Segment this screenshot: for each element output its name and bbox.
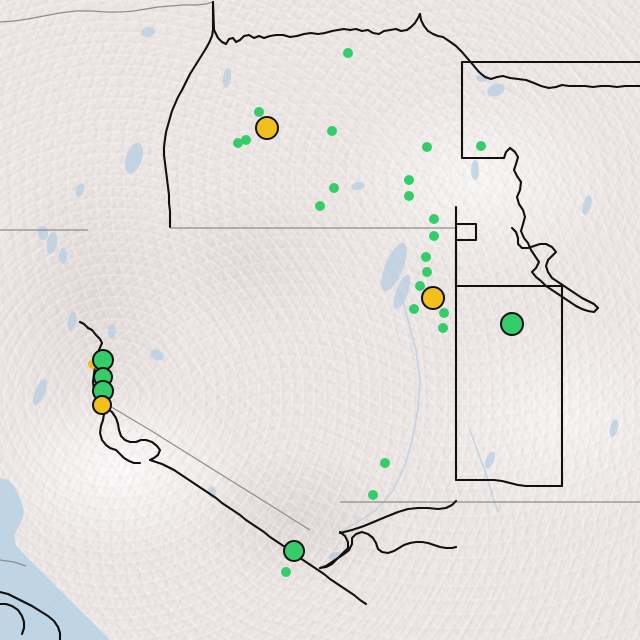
station-marker[interactable] — [254, 107, 264, 117]
station-marker[interactable] — [255, 116, 279, 140]
station-marker[interactable] — [404, 175, 414, 185]
station-marker[interactable] — [429, 231, 439, 241]
border-idaho-west — [162, 0, 215, 229]
station-marker[interactable] — [343, 48, 353, 58]
station-marker[interactable] — [368, 490, 378, 500]
border-idaho-north — [211, 0, 587, 90]
border-nevada-arizona — [318, 530, 458, 570]
border-arizona-north — [338, 499, 458, 535]
station-marker[interactable] — [329, 183, 339, 193]
station-marker[interactable] — [476, 141, 486, 151]
station-marker[interactable] — [380, 458, 390, 468]
station-marker[interactable] — [500, 312, 524, 336]
station-marker[interactable] — [439, 308, 449, 318]
border-california-north — [86, 326, 104, 345]
station-marker[interactable] — [429, 214, 439, 224]
border-arizona-california — [0, 590, 62, 640]
station-marker[interactable] — [409, 304, 419, 314]
border-nevada-california — [91, 341, 368, 606]
border-utah-wyoming — [454, 205, 564, 288]
station-marker[interactable] — [92, 395, 112, 415]
station-marker[interactable] — [233, 138, 243, 148]
pacific-ocean — [0, 478, 110, 640]
station-marker[interactable] — [404, 191, 414, 201]
station-marker[interactable] — [421, 286, 445, 310]
station-marker[interactable] — [315, 201, 325, 211]
rivers — [29, 289, 499, 621]
station-marker[interactable] — [283, 540, 305, 562]
station-marker[interactable] — [241, 135, 251, 145]
border-arizona-nevada-river — [318, 530, 350, 570]
station-marker[interactable] — [438, 323, 448, 333]
border-idaho-east — [583, 84, 640, 89]
station-marker[interactable] — [415, 281, 425, 291]
station-marker[interactable] — [327, 126, 337, 136]
border-lower-left-detail — [0, 602, 26, 636]
water-bodies — [33, 26, 619, 561]
border-california-north-west — [78, 320, 90, 330]
station-marker[interactable] — [422, 267, 432, 277]
station-marker[interactable] — [422, 142, 432, 152]
station-marker[interactable] — [421, 252, 431, 262]
border-california-nevada-zig — [98, 406, 142, 465]
border-utah-south — [454, 478, 564, 488]
border-montana-west — [460, 60, 600, 314]
station-marker[interactable] — [281, 567, 291, 577]
